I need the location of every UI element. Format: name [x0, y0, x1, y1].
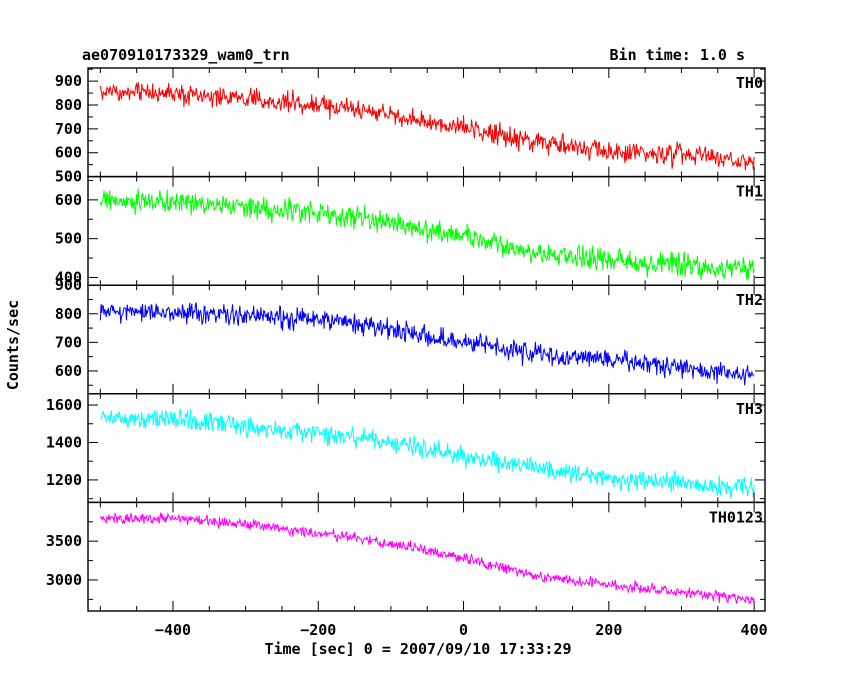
- y-tick-label: 600: [55, 191, 82, 209]
- series-th3: [100, 408, 755, 499]
- y-axis-label: Counts/sec: [4, 300, 22, 390]
- x-tick-label: −400: [155, 621, 191, 639]
- series-th0: [99, 81, 755, 171]
- panel-label-th1: TH1: [736, 183, 763, 201]
- y-tick-label: 800: [55, 305, 82, 323]
- bin-time-label: Bin time: 1.0 s: [610, 46, 745, 64]
- panel-th1: 400 500 600 TH1: [55, 175, 766, 286]
- panel-label-th3: TH3: [736, 400, 763, 418]
- series-th1: [99, 188, 755, 281]
- y-tick-label: 700: [55, 333, 82, 351]
- x-tick-label: 0: [459, 621, 468, 639]
- y-tick-label: 900: [55, 72, 82, 90]
- panel-th3: 1200 1400 1600 TH3: [46, 393, 766, 504]
- panel-th0: 500 600 700 800 900 TH0: [55, 67, 766, 186]
- y-tick-label: 700: [55, 120, 82, 138]
- y-tick-label: 1400: [46, 433, 82, 451]
- y-tick-label: 900: [55, 276, 82, 294]
- panel-label-th0: TH0: [736, 74, 763, 92]
- panel-frame: [87, 284, 766, 395]
- panels: 500 600 700 800 900 TH0 400 500 600 TH1 600 700 800 9…: [46, 67, 766, 612]
- chart-title: ae070910173329_wam0_trn: [82, 46, 290, 64]
- panel-label-th0123: TH0123: [709, 508, 763, 526]
- y-tick-label: 1200: [46, 471, 82, 489]
- x-axis: −400 −200 0 200 400: [155, 621, 768, 639]
- panel-label-th2: TH2: [736, 291, 763, 309]
- x-tick-label: −200: [300, 621, 336, 639]
- panel-frame: [87, 501, 766, 612]
- y-tick-label: 3500: [46, 532, 82, 550]
- x-tick-label: 400: [741, 621, 768, 639]
- x-axis-label: Time [sec] 0 = 2007/09/10 17:33:29: [264, 640, 571, 658]
- y-tick-label: 600: [55, 144, 82, 162]
- y-tick-label: 500: [55, 168, 82, 186]
- y-tick-label: 500: [55, 230, 82, 248]
- y-tick-label: 800: [55, 96, 82, 114]
- y-tick-label: 3000: [46, 571, 82, 589]
- panel-frame: [87, 393, 766, 504]
- x-tick-label: 200: [595, 621, 622, 639]
- y-tick-label: 400: [55, 268, 82, 286]
- panel-th2: 600 700 800 900 TH2: [55, 276, 766, 395]
- y-tick-label: 1600: [46, 396, 82, 414]
- y-tick-label: 600: [55, 362, 82, 380]
- series-th0123: [99, 512, 755, 605]
- series-th2: [99, 302, 755, 386]
- panel-th0123: 3000 3500 TH0123: [46, 501, 766, 612]
